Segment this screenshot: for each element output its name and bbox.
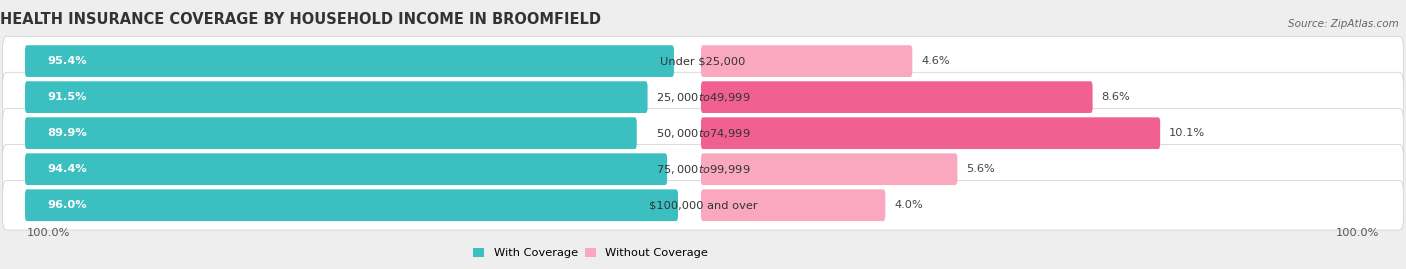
Text: 8.6%: 8.6% bbox=[1101, 92, 1130, 102]
FancyBboxPatch shape bbox=[3, 72, 1403, 122]
Text: Source: ZipAtlas.com: Source: ZipAtlas.com bbox=[1288, 19, 1399, 29]
FancyBboxPatch shape bbox=[25, 153, 668, 185]
Text: 5.6%: 5.6% bbox=[966, 164, 995, 174]
FancyBboxPatch shape bbox=[702, 45, 912, 77]
FancyBboxPatch shape bbox=[25, 45, 673, 77]
Legend: With Coverage, Without Coverage: With Coverage, Without Coverage bbox=[472, 248, 709, 258]
Text: $75,000 to $99,999: $75,000 to $99,999 bbox=[655, 163, 751, 176]
Text: 4.0%: 4.0% bbox=[894, 200, 922, 210]
Text: Under $25,000: Under $25,000 bbox=[661, 56, 745, 66]
Text: 100.0%: 100.0% bbox=[1336, 228, 1379, 238]
Text: $50,000 to $74,999: $50,000 to $74,999 bbox=[655, 127, 751, 140]
FancyBboxPatch shape bbox=[702, 189, 886, 221]
Text: 10.1%: 10.1% bbox=[1168, 128, 1205, 138]
FancyBboxPatch shape bbox=[3, 36, 1403, 86]
Text: HEALTH INSURANCE COVERAGE BY HOUSEHOLD INCOME IN BROOMFIELD: HEALTH INSURANCE COVERAGE BY HOUSEHOLD I… bbox=[0, 12, 600, 27]
FancyBboxPatch shape bbox=[3, 108, 1403, 158]
Text: 4.6%: 4.6% bbox=[921, 56, 949, 66]
Text: 94.4%: 94.4% bbox=[48, 164, 87, 174]
Text: 89.9%: 89.9% bbox=[48, 128, 87, 138]
FancyBboxPatch shape bbox=[702, 153, 957, 185]
FancyBboxPatch shape bbox=[3, 180, 1403, 230]
FancyBboxPatch shape bbox=[702, 81, 1092, 113]
Text: 95.4%: 95.4% bbox=[48, 56, 87, 66]
Text: 100.0%: 100.0% bbox=[27, 228, 70, 238]
FancyBboxPatch shape bbox=[25, 117, 637, 149]
FancyBboxPatch shape bbox=[702, 117, 1160, 149]
Text: 96.0%: 96.0% bbox=[48, 200, 87, 210]
Text: 91.5%: 91.5% bbox=[48, 92, 87, 102]
FancyBboxPatch shape bbox=[3, 144, 1403, 194]
FancyBboxPatch shape bbox=[25, 189, 678, 221]
Text: $25,000 to $49,999: $25,000 to $49,999 bbox=[655, 91, 751, 104]
Text: $100,000 and over: $100,000 and over bbox=[648, 200, 758, 210]
FancyBboxPatch shape bbox=[25, 81, 648, 113]
